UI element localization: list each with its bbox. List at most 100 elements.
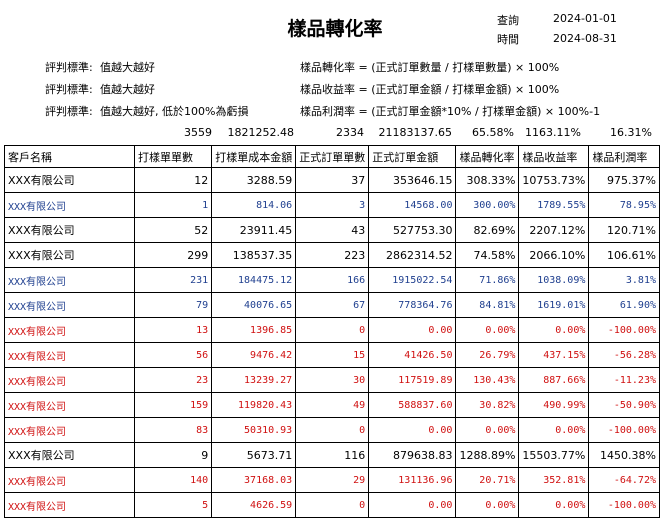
total-cell: 21183137.65 [378, 125, 452, 139]
customer-name: XXX有限公司 [3, 342, 136, 368]
total-cell: 3559 [184, 125, 212, 139]
table-cell: 106.61% [588, 242, 660, 268]
table-cell: 879638.83 [368, 442, 457, 468]
table-cell: 2207.12% [518, 217, 590, 243]
customer-name: XXX有限公司 [3, 442, 136, 468]
customer-name: XXX有限公司 [3, 367, 136, 393]
table-cell: 353646.15 [368, 167, 457, 193]
table-cell: 74.58% [455, 242, 520, 268]
table-cell: 1619.01% [518, 292, 590, 318]
table-cell: 166 [295, 267, 370, 293]
customer-name: XXX有限公司 [3, 392, 136, 418]
table-cell: 0 [295, 417, 370, 443]
criteria-formula: 樣品轉化率 = (正式訂單數量 / 打樣單數量) × 100% [300, 61, 560, 74]
query-label: 查詢 [497, 14, 519, 27]
column-header: 樣品收益率 [518, 145, 590, 168]
table-cell: 1288.89% [455, 442, 520, 468]
table-cell: 84.81% [455, 292, 520, 318]
column-header: 打樣單單數 [134, 145, 213, 168]
table-row: XXX有限公司 1 814.06 3 14568.00 300.00% 1789.55% 78… [3, 192, 660, 218]
customer-name: XXX有限公司 [3, 242, 136, 268]
customer-name: XXX有限公司 [3, 267, 136, 293]
customer-name: XXX有限公司 [3, 467, 136, 493]
table-cell: 138537.35 [211, 242, 297, 268]
table-cell: 120.71% [588, 217, 660, 243]
data-table: 客戶名稱 打樣單單數 打樣單成本金額 正式訂單單數 正式訂單金額 樣品轉化率 樣品收益率 樣品… [3, 145, 660, 518]
table-cell: 20.71% [455, 467, 520, 493]
table-cell: 814.06 [211, 192, 297, 218]
column-header: 正式訂單單數 [295, 145, 370, 168]
totals-row: 3559 1821252.48 2334 21183137.65 65.58% 1163.… [4, 124, 655, 140]
table-cell: 778364.76 [368, 292, 457, 318]
table-cell: 527753.30 [368, 217, 457, 243]
table-cell: 56 [134, 342, 213, 368]
table-cell: 50310.93 [211, 417, 297, 443]
table-row: XXX有限公司 140 37168.03 29 131136.96 20.71% 352.8… [3, 467, 660, 493]
table-cell: 887.66% [518, 367, 590, 393]
table-cell: 116 [295, 442, 370, 468]
table-cell: 117519.89 [368, 367, 457, 393]
table-cell: 61.90% [588, 292, 660, 318]
customer-name: XXX有限公司 [3, 417, 136, 443]
table-cell: 130.43% [455, 367, 520, 393]
criteria-rule: 值越大越好 [100, 61, 155, 74]
table-cell: 5673.71 [211, 442, 297, 468]
customer-name: XXX有限公司 [3, 167, 136, 193]
table-cell: 1396.85 [211, 317, 297, 343]
table-cell: 0.00% [455, 417, 520, 443]
table-cell: 131136.96 [368, 467, 457, 493]
table-cell: 588837.60 [368, 392, 457, 418]
table-cell: 3288.59 [211, 167, 297, 193]
table-cell: 231 [134, 267, 213, 293]
table-row: XXX有限公司 159 119820.43 49 588837.60 30.82% 490.… [3, 392, 660, 418]
end-date: 2024-08-31 [553, 32, 617, 45]
table-cell: 0.00% [518, 492, 590, 518]
title: 樣品轉化率 [287, 18, 383, 40]
column-header: 正式訂單金額 [368, 145, 457, 168]
start-date: 2024-01-01 [553, 12, 617, 25]
table-cell: 26.79% [455, 342, 520, 368]
table-cell: -100.00% [588, 417, 660, 443]
table-cell: 49 [295, 392, 370, 418]
table-cell: -56.28% [588, 342, 660, 368]
table-cell: 437.15% [518, 342, 590, 368]
table-cell: 1 [134, 192, 213, 218]
table-cell: 0.00 [368, 417, 457, 443]
totals-spacer [4, 124, 137, 140]
table-cell: 140 [134, 467, 213, 493]
table-row: XXX有限公司 83 50310.93 0 0.00 0.00% 0.00% -100.00% [3, 417, 660, 443]
table-cell: 2066.10% [518, 242, 590, 268]
table-cell: 71.86% [455, 267, 520, 293]
table-cell: -100.00% [588, 317, 660, 343]
table-cell: 352.81% [518, 467, 590, 493]
table-cell: 1915022.54 [368, 267, 457, 293]
table-cell: 79 [134, 292, 213, 318]
table-cell: 15 [295, 342, 370, 368]
table-row: XXX有限公司 231 184475.12 166 1915022.54 71.86% 10… [3, 267, 660, 293]
table-cell: 0.00% [518, 417, 590, 443]
table-cell: 23 [134, 367, 213, 393]
table-cell: 975.37% [588, 167, 660, 193]
criteria-rule: 值越大越好, 低於100%為虧損 [100, 105, 249, 118]
table-cell: -100.00% [588, 492, 660, 518]
table-row: XXX有限公司 79 40076.65 67 778364.76 84.81% 1619.0… [3, 292, 660, 318]
table-cell: 23911.45 [211, 217, 297, 243]
table-cell: 37 [295, 167, 370, 193]
customer-name: XXX有限公司 [3, 492, 136, 518]
table-row: XXX有限公司 299 138537.35 223 2862314.52 74.58% 20… [3, 242, 660, 268]
table-cell: 30.82% [455, 392, 520, 418]
table-cell: 15503.77% [518, 442, 590, 468]
table-cell: 67 [295, 292, 370, 318]
criteria-label: 評判標準: [45, 83, 93, 96]
criteria-label: 評判標準: [45, 105, 93, 118]
table-cell: 14568.00 [368, 192, 457, 218]
table-cell: -11.23% [588, 367, 660, 393]
table-cell: 3.81% [588, 267, 660, 293]
table-row: XXX有限公司 13 1396.85 0 0.00 0.00% 0.00% -100.00% [3, 317, 660, 343]
table-cell: -50.90% [588, 392, 660, 418]
table-cell: 43 [295, 217, 370, 243]
table-cell: 10753.73% [518, 167, 590, 193]
total-cell: 1821252.48 [227, 125, 294, 139]
customer-name: XXX有限公司 [3, 317, 136, 343]
